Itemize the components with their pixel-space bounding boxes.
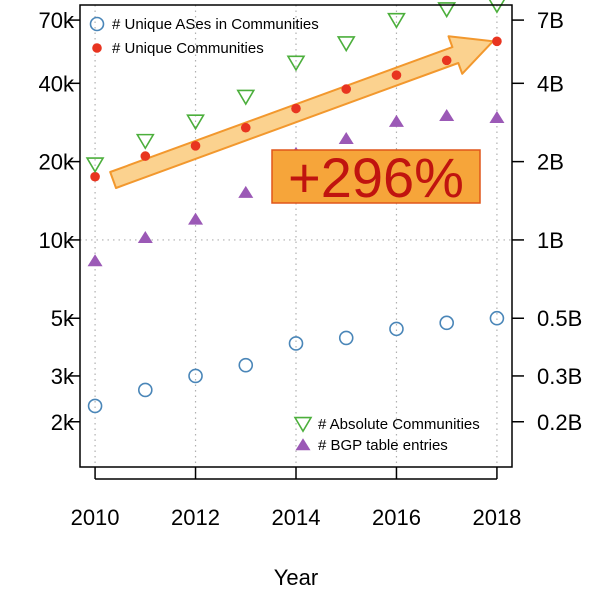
legends: # Unique ASes in Communities # Unique Com… [89,16,480,454]
y-left-tick-label: 10k [39,228,75,253]
x-tick-label: 2016 [372,505,421,530]
y-right-tick-label: 7B [537,8,564,33]
growth-annotation: +296% [271,146,481,209]
data-point [238,357,254,373]
legend-label: # Unique Communities [112,40,264,57]
data-point [492,36,502,47]
y-left-tick-label: 2k [51,410,75,435]
y-right-tick-label: 0.3B [537,364,582,389]
data-point [388,114,404,127]
data-point [291,103,301,114]
y-left-tick-label: 20k [39,150,75,175]
data-point [391,70,402,80]
annotation-box [271,149,481,204]
y-left-tick-label: 5k [51,306,75,331]
axes: 2010 2012 2014 2016 2018 2k 3k 5k 10k 20k 40k 70k 0.… [39,8,583,530]
legend-marker [89,16,105,32]
data-point [87,398,103,414]
y-left-tick-label: 3k [51,364,75,389]
data-point [236,89,256,106]
data-point [87,254,103,267]
x-tick-label: 2012 [171,505,220,530]
data-point [286,55,306,72]
x-tick-label: 2014 [272,505,321,530]
y-right-tick-label: 2B [537,150,564,175]
data-point [338,131,354,144]
y-left-tick-label: 70k [39,8,75,33]
data-point [85,157,105,174]
data-point [288,336,304,351]
data-point [389,321,404,337]
data-point [489,310,505,326]
series-1 [90,36,502,182]
data-point [238,185,254,198]
data-point [441,55,452,66]
data-points [85,0,506,414]
data-point [186,114,205,131]
legend-label: # Absolute Communities [318,416,480,433]
x-tick-label: 2010 [71,505,120,530]
data-point [338,330,354,346]
data-point [336,36,356,53]
x-tick-label: 2018 [472,505,521,530]
legend-label: # Unique ASes in Communities [112,16,319,33]
data-point [137,230,153,243]
data-point [138,382,153,398]
data-point [188,212,204,225]
data-point [387,12,406,29]
y-right-tick-label: 0.2B [537,410,582,435]
legend-marker [295,438,311,451]
data-point [240,122,251,133]
data-point [439,109,455,122]
data-point [439,315,454,331]
y-left-tick-label: 40k [39,71,75,96]
legend-marker [92,43,102,53]
data-point [90,171,100,182]
x-axis-title: Year [274,565,318,590]
data-point [437,2,457,19]
data-point [140,151,151,161]
y-right-tick-label: 0.5B [537,306,582,331]
data-point [188,368,203,384]
legend-label: # BGP table entries [318,437,448,454]
y-right-tick-label: 4B [537,71,564,96]
data-point [489,110,505,123]
data-point [190,141,201,151]
data-point [341,84,352,94]
y-right-tick-label: 1B [537,228,564,253]
data-point [135,133,155,150]
series-0 [87,310,505,414]
annotation-text: +296% [288,146,464,209]
legend-marker [293,416,313,433]
